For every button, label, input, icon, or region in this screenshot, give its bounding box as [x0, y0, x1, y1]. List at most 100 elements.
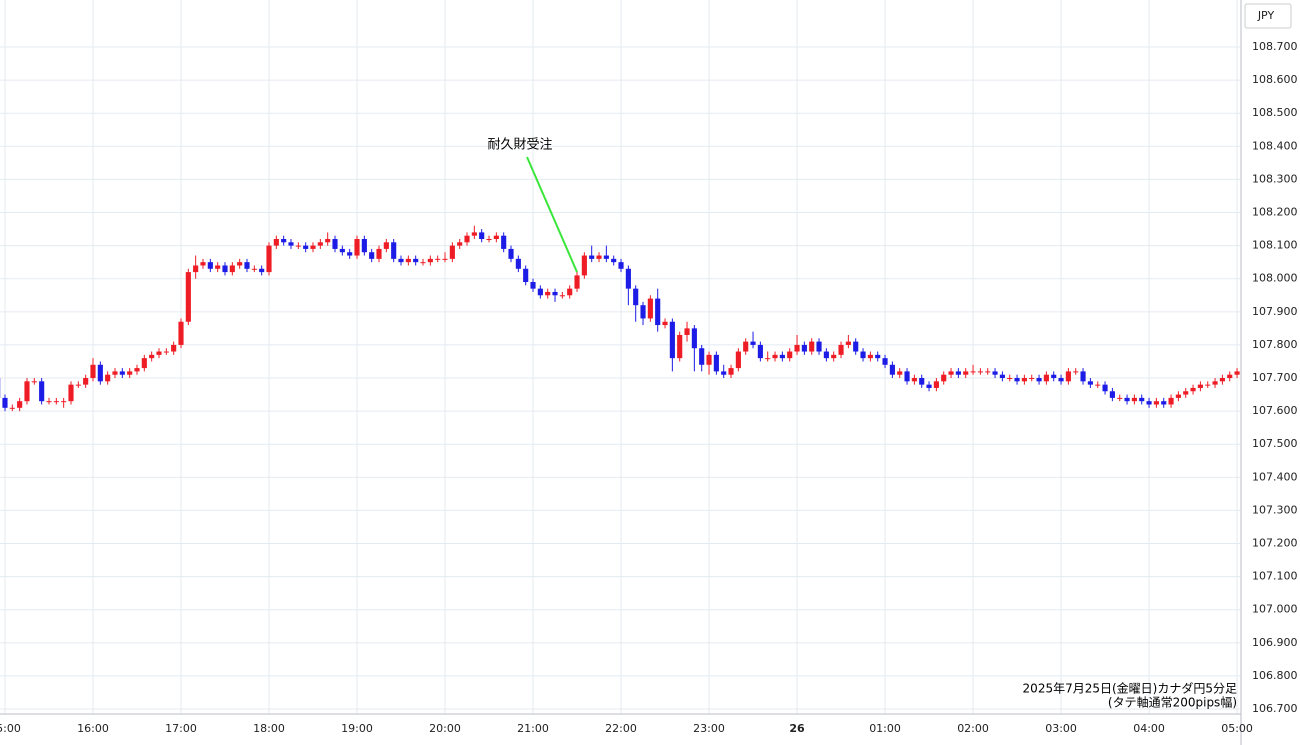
- candle-body: [801, 344, 807, 352]
- candle-body: [823, 351, 829, 359]
- candle-body: [2, 397, 8, 408]
- candle-body: [1161, 401, 1167, 405]
- candle-body: [273, 238, 279, 246]
- candle-body: [112, 371, 118, 375]
- candle-body: [97, 364, 103, 382]
- candle-body: [948, 371, 954, 375]
- candle-body: [838, 344, 844, 355]
- candle-body: [611, 258, 617, 263]
- candle-body: [119, 371, 125, 375]
- x-tick-label: 19:00: [341, 722, 373, 735]
- candle-body: [420, 262, 426, 264]
- annotation: 耐久財受注: [487, 138, 578, 273]
- y-tick-label: 108.600: [1252, 73, 1298, 86]
- candle-body: [1131, 397, 1137, 402]
- candle-body: [515, 258, 521, 269]
- candle-body: [655, 298, 661, 326]
- candle-body: [1036, 378, 1042, 382]
- candle-body: [992, 371, 998, 375]
- candle-body: [105, 374, 111, 382]
- candle-body: [1117, 397, 1123, 399]
- candle-body: [772, 354, 778, 359]
- candle-body: [647, 298, 653, 319]
- price-axis-panel: [1241, 0, 1300, 745]
- candle-body: [251, 268, 257, 270]
- price-axis-cover: [1242, 715, 1300, 745]
- y-tick-label: 107.000: [1252, 603, 1298, 616]
- candle-body: [640, 305, 646, 319]
- candle-body: [449, 245, 455, 259]
- candle-body: [185, 272, 191, 322]
- candle-body: [999, 374, 1005, 379]
- x-tick-label: 18:00: [253, 722, 285, 735]
- candle-body: [985, 371, 991, 373]
- candle-body: [596, 255, 602, 259]
- candle-body: [794, 344, 800, 352]
- candle-body: [537, 288, 543, 296]
- candle-body: [1139, 397, 1145, 402]
- candle-body: [831, 354, 837, 359]
- candle-body: [149, 354, 155, 359]
- candle-body: [427, 258, 433, 263]
- candle-body: [493, 235, 499, 239]
- candle-body: [1227, 374, 1233, 379]
- candle-body: [625, 268, 631, 289]
- candle-body: [24, 381, 30, 402]
- candle-body: [508, 248, 514, 259]
- x-tick-label: 23:00: [693, 722, 725, 735]
- candle-body: [332, 238, 338, 249]
- candle-body: [530, 282, 536, 289]
- candle-body: [684, 328, 690, 335]
- x-tick-label: 01:00: [869, 722, 901, 735]
- candle-body: [779, 354, 785, 359]
- candle-body: [845, 341, 851, 345]
- y-tick-label: 108.300: [1252, 172, 1298, 185]
- candle-body: [911, 378, 917, 382]
- candle-body: [545, 291, 551, 296]
- candle-body: [1219, 378, 1225, 382]
- candle-body: [1124, 397, 1130, 402]
- candle-body: [970, 371, 976, 373]
- x-tick-label: 16:00: [77, 722, 109, 735]
- candle-body: [963, 371, 969, 375]
- candle-body: [926, 384, 932, 388]
- candle-body: [266, 245, 272, 273]
- candle-body: [809, 341, 815, 352]
- x-tick-label: 04:00: [1133, 722, 1165, 735]
- y-tick-label: 107.600: [1252, 404, 1298, 417]
- candle-body: [1080, 371, 1086, 382]
- candle-body: [193, 265, 199, 273]
- candle-body: [479, 232, 485, 239]
- candle-body: [156, 351, 162, 355]
- candle-body: [1190, 387, 1196, 392]
- y-tick-label: 107.100: [1252, 570, 1298, 583]
- candle-body: [523, 268, 529, 283]
- candle-body: [31, 381, 37, 383]
- candle-body: [904, 371, 910, 382]
- candle-body: [662, 321, 668, 326]
- candle-body: [875, 354, 881, 359]
- candle-body: [46, 401, 52, 403]
- candle-body: [83, 378, 89, 385]
- y-tick-label: 106.800: [1252, 669, 1298, 682]
- candle-body: [1073, 371, 1079, 373]
- candle-body: [1021, 378, 1027, 382]
- candle-body: [743, 341, 749, 352]
- candle-body: [68, 384, 74, 402]
- candle-body: [574, 275, 580, 289]
- candle-body: [933, 381, 939, 388]
- candle-body: [860, 351, 866, 359]
- candle-body: [1109, 391, 1115, 398]
- candle-body: [1212, 381, 1218, 385]
- candle-body: [442, 258, 448, 260]
- candle-body: [288, 242, 294, 246]
- candle-body: [941, 374, 947, 382]
- x-tick-label: 26: [789, 722, 805, 735]
- candle-body: [750, 341, 756, 345]
- x-tick-label: 03:00: [1045, 722, 1077, 735]
- candle-body: [853, 341, 859, 352]
- candle-body: [1234, 371, 1240, 375]
- candle-body: [889, 364, 895, 375]
- y-tick-label: 107.500: [1252, 437, 1298, 450]
